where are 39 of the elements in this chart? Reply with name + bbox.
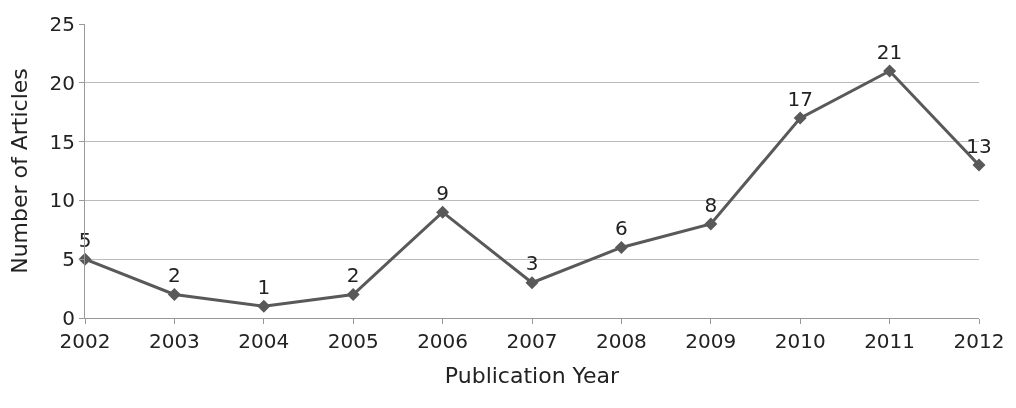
data-label: 21 [876,39,903,64]
x-tick-label: 2003 [148,329,200,353]
x-tick-label: 2010 [774,329,826,353]
x-tick-label: 2008 [595,329,647,353]
y-tick-label: 25 [49,12,75,36]
data-label: 3 [525,251,539,276]
point [793,111,807,125]
y-tick-label: 20 [49,70,75,95]
data-label: 6 [615,216,628,241]
y-tick-label: 0 [62,306,75,330]
data-label: 13 [966,133,992,158]
point [346,287,360,301]
data-label: 17 [787,86,813,111]
x-tick-label: 2011 [864,329,916,353]
x-tick-label: 2009 [685,329,737,353]
point [704,217,718,231]
x-tick-label: 2006 [417,329,469,353]
point [614,240,628,254]
x-axis-title: Publication Year [444,362,621,388]
point [883,64,897,78]
x-tick-label: 2007 [506,329,558,353]
point [972,158,986,172]
point [257,299,271,313]
point [167,287,181,301]
x-tick-label: 2012 [953,329,1005,353]
y-tick-label: 10 [49,188,75,213]
x-tick-label: 2004 [238,329,290,353]
data-label: 2 [168,263,181,288]
y-axis-title: Number of Articles [7,68,33,274]
data-label: 8 [704,192,718,217]
y-tick-label: 5 [62,247,75,272]
x-tick-label: 2005 [327,329,379,353]
point [525,276,539,290]
data-label: 1 [257,274,271,299]
point [436,205,450,219]
x-tick-label: 2002 [59,329,111,353]
data-label: 2 [346,263,360,288]
data-label: 9 [436,180,449,205]
y-tick-label: 15 [49,129,75,154]
